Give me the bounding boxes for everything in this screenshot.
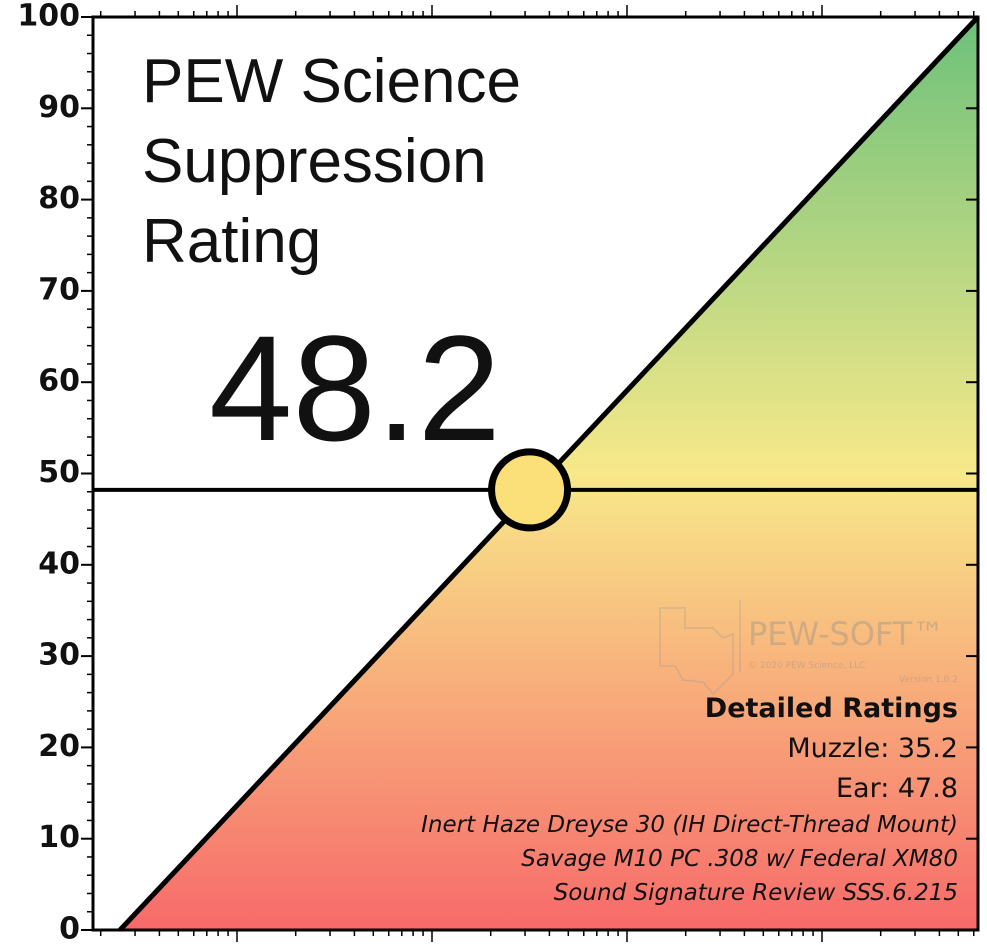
watermark-copyright: © 2020 PEW Science, LLC bbox=[748, 661, 865, 671]
details-title: Detailed Ratings bbox=[705, 693, 958, 724]
watermark-brand: PEW-SOFT™ bbox=[748, 615, 944, 653]
y-tick-label: 60 bbox=[38, 364, 80, 399]
watermark-icon bbox=[659, 607, 734, 696]
y-tick-label: 20 bbox=[38, 729, 80, 764]
y-tick-label: 30 bbox=[38, 638, 80, 673]
detail-rating: Ear: 47.8 bbox=[836, 773, 958, 804]
watermark-version: Version 1.0.2 bbox=[899, 675, 958, 685]
y-tick-label: 70 bbox=[38, 272, 80, 307]
detail-note: Inert Haze Dreyse 30 (IH Direct-Thread M… bbox=[421, 812, 958, 838]
y-tick-label: 0 bbox=[59, 912, 80, 947]
detail-note: Savage M10 PC .308 w/ Federal XM80 bbox=[521, 846, 958, 872]
rating-marker bbox=[488, 448, 572, 532]
y-tick-label: 50 bbox=[38, 455, 80, 490]
detail-note: Sound Signature Review SSS.6.215 bbox=[554, 880, 958, 906]
chart-title: PEW Science Suppression Rating bbox=[142, 47, 522, 276]
y-tick-label: 90 bbox=[38, 90, 80, 125]
y-tick-label: 80 bbox=[38, 181, 80, 216]
detail-rating: Muzzle: 35.2 bbox=[787, 733, 958, 764]
y-tick-label: 40 bbox=[38, 546, 80, 581]
y-tick-label: 10 bbox=[38, 820, 80, 855]
y-tick-label: 100 bbox=[17, 0, 80, 34]
rating-value: 48.2 bbox=[209, 304, 501, 472]
watermark: PEW-SOFT™ © 2020 PEW Science, LLC Version … bbox=[659, 600, 958, 696]
